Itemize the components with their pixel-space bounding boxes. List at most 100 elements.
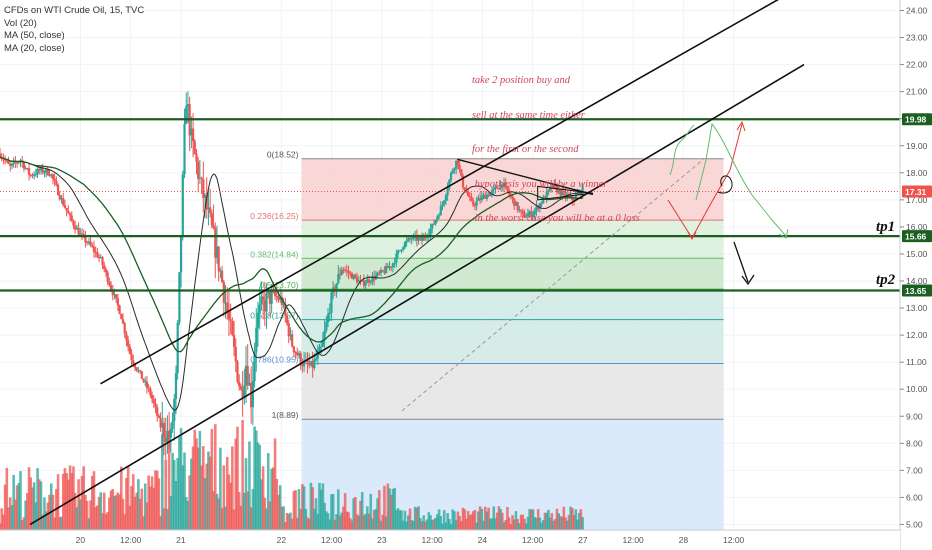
candle-body (79, 233, 82, 235)
volume-bar (244, 458, 248, 530)
volume-bar (500, 512, 504, 530)
volume-bar (383, 485, 386, 530)
candle-body (185, 106, 188, 124)
candle-body (398, 250, 401, 252)
candle-body (316, 352, 319, 359)
volume-bar (183, 452, 186, 530)
volume-bar (523, 518, 526, 530)
volume-bar (418, 517, 422, 530)
volume-bar (567, 514, 571, 530)
price-tick-label: 16.00 (906, 222, 928, 232)
volume-bar (509, 523, 513, 530)
candle-body (342, 269, 345, 271)
candle-body (453, 168, 456, 171)
volume-bar (190, 458, 193, 530)
legend-vol: Vol (20) (4, 17, 37, 29)
candle-body (309, 361, 313, 366)
volume-bar (278, 485, 282, 530)
horizontal-levels[interactable] (0, 118, 900, 292)
candle-body (221, 270, 224, 283)
candle-body (354, 274, 357, 278)
candle-body (484, 194, 487, 199)
volume-bar (360, 492, 364, 530)
volume-bar (31, 487, 34, 530)
volume-bar (174, 480, 178, 530)
candle-body (111, 289, 114, 296)
candle-body (328, 312, 331, 315)
candle-body (202, 178, 205, 198)
volume-bar (225, 456, 229, 530)
volume-bar (101, 513, 104, 530)
candle-body (203, 195, 207, 198)
volume-bar (374, 508, 378, 530)
volume-bar (159, 516, 162, 530)
candle-body (75, 227, 78, 230)
volume-bar (316, 513, 320, 530)
candle-body (145, 381, 149, 388)
candle-body (270, 290, 273, 304)
candle-body (461, 175, 465, 188)
volume-bar (7, 507, 10, 530)
time-tick-label: 12:00 (623, 535, 645, 545)
candle-body (36, 169, 39, 175)
price-tick-label: 13.00 (906, 303, 928, 313)
candle-body (150, 394, 154, 399)
candle-body (180, 235, 183, 273)
volume-bar (53, 517, 56, 530)
time-tick-label: 23 (377, 535, 387, 545)
volume-bar (179, 428, 183, 530)
fib-retracement[interactable]: 0(18.52) 0.236(16.25) 0.382(14.84) 0.5(13.7… (250, 150, 724, 530)
volume-bar (191, 446, 195, 530)
volume-bar (68, 465, 72, 530)
candle-body (487, 194, 490, 197)
volume-bar (147, 475, 150, 530)
candle-body (530, 211, 533, 217)
trend-lines[interactable] (29, 0, 854, 526)
volume-bar (90, 476, 94, 530)
candle-body (215, 246, 219, 258)
tp1-label: tp1 (876, 219, 896, 235)
fib-label: 0.382(14.84) (250, 249, 298, 259)
volume-bar (272, 467, 275, 530)
volume-bar (552, 520, 555, 530)
candle-body (559, 189, 562, 196)
volume-bar (336, 489, 340, 530)
volume-bar (15, 485, 19, 530)
black-arrowhead (741, 274, 755, 286)
candle-body (195, 153, 198, 162)
volume-bar (458, 515, 461, 530)
candle-body (291, 334, 294, 347)
candle-body (282, 304, 285, 306)
candle-body (320, 346, 323, 348)
candle-body (540, 203, 543, 205)
volume-bar (2, 514, 5, 530)
candle-body (45, 169, 48, 173)
candle-body (0, 153, 2, 158)
note-line-2: sell at the same time either (472, 109, 585, 121)
candle-body (89, 241, 92, 246)
candle-body (385, 266, 388, 273)
triangle-pattern (537, 185, 594, 201)
volume-bar (473, 509, 477, 530)
candle-body (285, 315, 289, 324)
volume-bar (562, 506, 566, 530)
volume-bar (73, 492, 77, 530)
volume-bar (82, 466, 86, 530)
volume-bar (8, 497, 12, 530)
candle-body (444, 195, 448, 201)
candle-body (118, 305, 121, 314)
candle-body (525, 216, 528, 218)
volume-bar (381, 514, 385, 530)
candle-body (62, 198, 65, 206)
volume-bar (577, 512, 581, 530)
candle-body (340, 269, 343, 275)
candle-body (120, 313, 123, 320)
red-arrowhead-up (736, 120, 746, 132)
volume-bar (432, 519, 436, 530)
candle-body (371, 276, 374, 282)
volume-bar (430, 520, 434, 530)
volume-bar (302, 486, 306, 530)
volume-bar (219, 447, 222, 530)
volume-bar (258, 444, 261, 530)
